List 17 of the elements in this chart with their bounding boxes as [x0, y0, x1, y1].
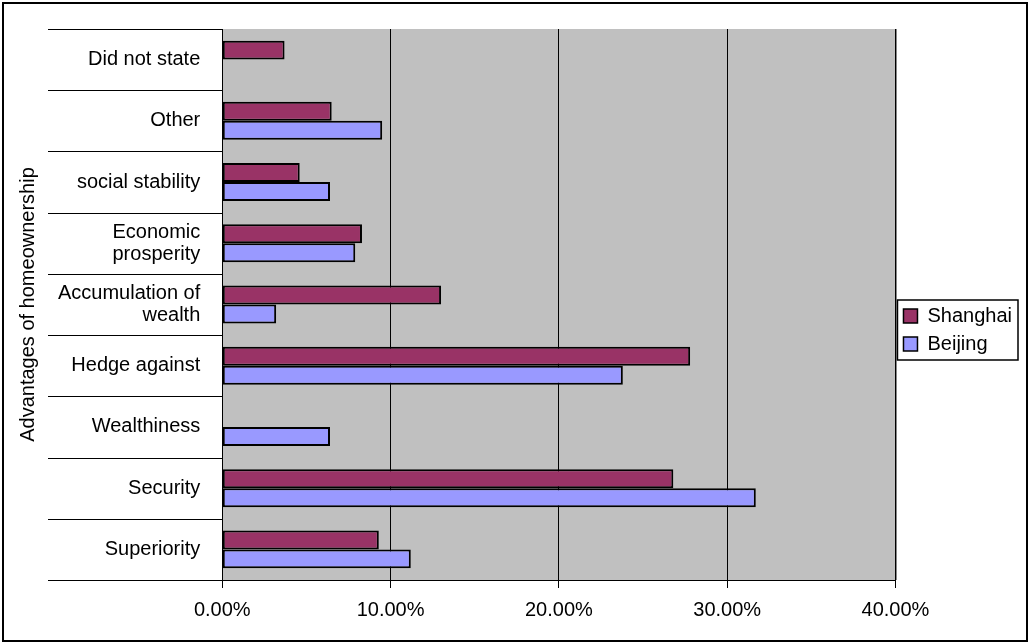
x-tick-label: 30.00%: [693, 597, 762, 620]
y-axis-title: Advantages of homeownership: [15, 167, 38, 442]
y-tick-label: Accumulation of wealth: [58, 281, 201, 326]
y-tick-label: Security: [128, 475, 201, 498]
x-tick-label: 0.00%: [193, 597, 251, 620]
y-tick-label: Hedge against: [71, 353, 201, 376]
x-tick-label: 40.00%: [861, 597, 930, 620]
y-tick-label: Economic prosperity: [112, 219, 201, 264]
x-tick-label: 20.00%: [524, 597, 594, 620]
y-tick-label: Wealthiness: [91, 414, 201, 437]
y-tick-label: social stability: [76, 169, 201, 192]
legend-label: Shanghai: [927, 303, 1013, 326]
y-tick-label: Other: [150, 108, 201, 131]
legend-label: Beijing: [927, 331, 988, 354]
y-tick-label: Did not state: [88, 47, 201, 70]
y-tick-label: Superiority: [104, 536, 201, 559]
x-tick-label: 10.00%: [356, 597, 425, 620]
